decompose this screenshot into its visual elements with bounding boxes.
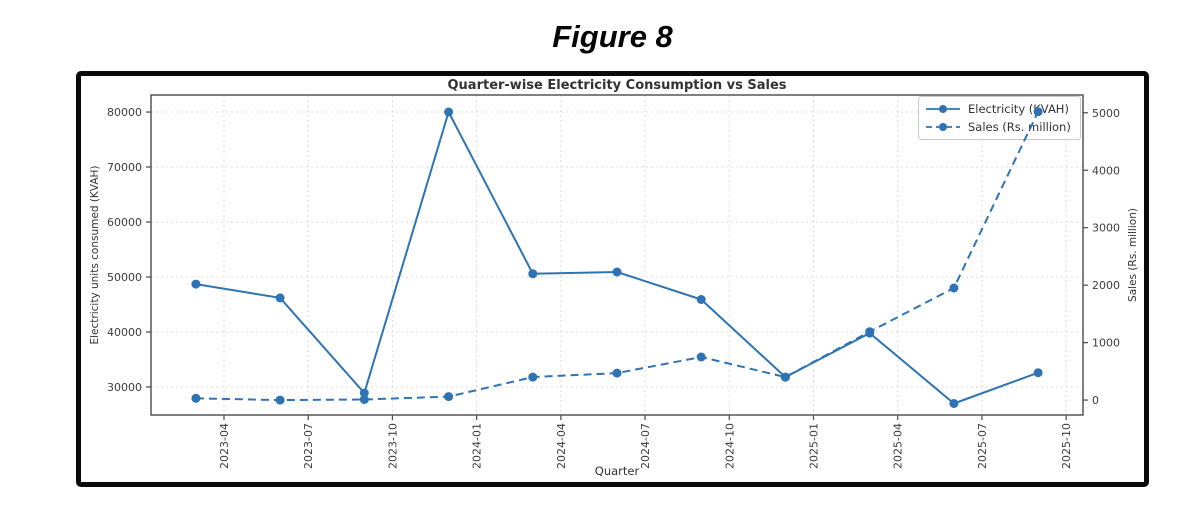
y-axis-label-right: Sales (Rs. million) [1127, 208, 1139, 302]
chart-legend: Electricity (KVAH) Sales (Rs. million) [918, 96, 1081, 140]
legend-item-electricity: Electricity (KVAH) [924, 101, 1074, 117]
x-axis-label: Quarter [594, 464, 640, 478]
legend-label-electricity: Electricity (KVAH) [968, 102, 1069, 116]
legend-item-sales: Sales (Rs. million) [924, 119, 1074, 135]
legend-label-sales: Sales (Rs. million) [968, 120, 1071, 134]
chart-title: Quarter-wise Electricity Consumption vs … [447, 78, 787, 93]
figure-caption: Figure 8 [552, 19, 673, 54]
y-axis-label-left: Electricity units consumed (KVAH) [89, 165, 101, 345]
legend-sample-solid-line-icon [926, 105, 960, 113]
legend-sample-dashed-line-icon [926, 123, 960, 131]
